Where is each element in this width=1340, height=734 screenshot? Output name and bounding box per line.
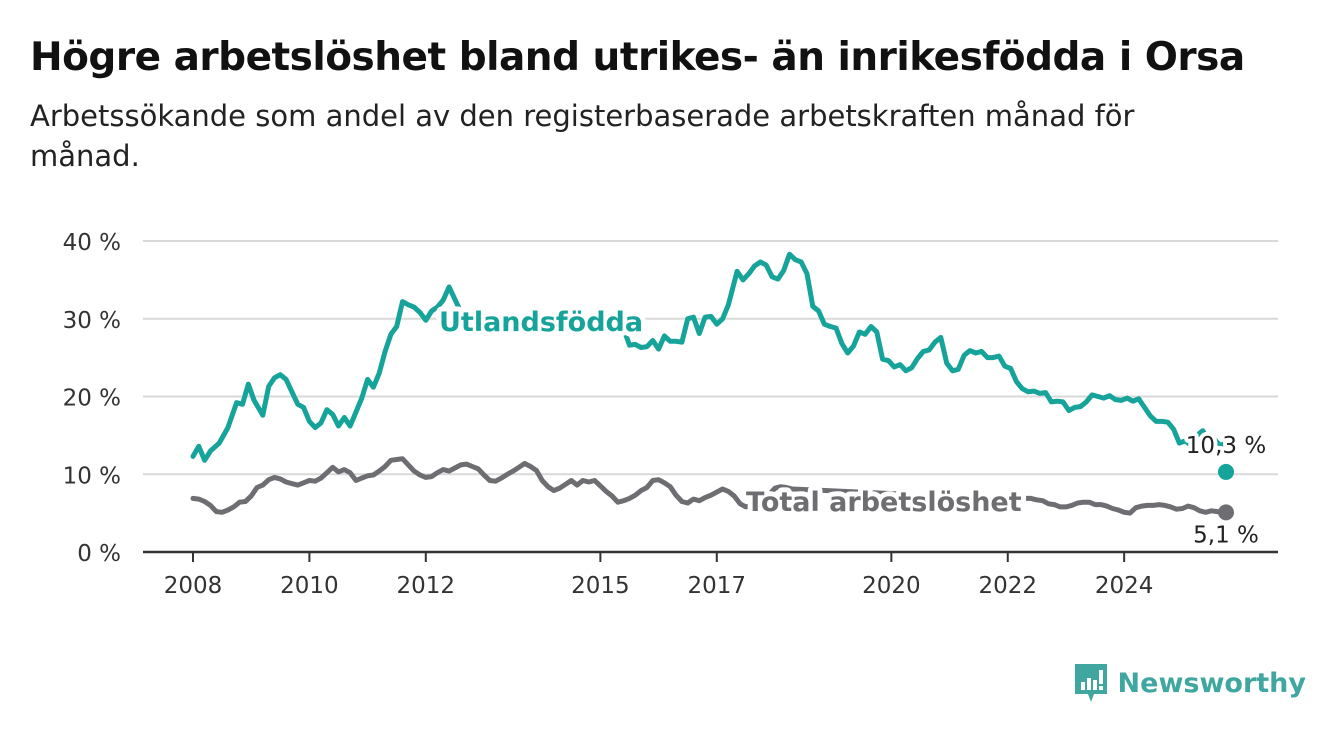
- y-tick-label: 30 %: [63, 308, 121, 334]
- total-series-label: Total arbetslöshet: [746, 487, 1022, 518]
- y-tick-label: 0 %: [77, 541, 121, 567]
- series-labels: Utlandsfödda Total arbetslöshet 10,3 % 5,1 …: [434, 302, 1270, 552]
- foreign-born-line: [190, 251, 1229, 463]
- y-tick-label: 20 %: [63, 386, 121, 412]
- y-tick-label: 40 %: [63, 230, 121, 256]
- x-tick-label: 2008: [164, 573, 223, 599]
- newsworthy-logo: Newsworthy: [1072, 662, 1306, 704]
- foreign-born-end-point: [1218, 463, 1234, 480]
- axes: 0 % 10 % 20 % 30 % 40 % 2008 2010 2012 2015 2017 2…: [63, 230, 1278, 599]
- chart-title: Högre arbetslöshet bland utrikes- än inr…: [30, 35, 1245, 80]
- x-tick-label: 2012: [397, 573, 456, 599]
- x-tick-label: 2017: [688, 573, 747, 599]
- series-lines: [190, 251, 1234, 521]
- foreign-born-end-label: 10,3 %: [1186, 433, 1266, 459]
- total-unemployment-line: [190, 456, 1229, 516]
- x-tick-label: 2022: [978, 573, 1037, 599]
- x-tick-label: 2010: [280, 573, 339, 599]
- foreign-born-series-label: Utlandsfödda: [439, 307, 643, 338]
- total-end-point: [1218, 504, 1234, 521]
- gridlines: [143, 240, 1278, 476]
- chart-subtitle: Arbetssökande som andel av den registerb…: [30, 99, 1135, 173]
- x-tick-label: 2024: [1095, 573, 1154, 599]
- y-tick-label: 10 %: [63, 463, 121, 489]
- bar-chart-logo-icon: [1074, 664, 1107, 702]
- total-end-label: 5,1 %: [1193, 522, 1259, 548]
- x-tick-label: 2015: [571, 573, 630, 599]
- x-tick-label: 2020: [862, 573, 921, 599]
- brand-name: Newsworthy: [1117, 667, 1306, 699]
